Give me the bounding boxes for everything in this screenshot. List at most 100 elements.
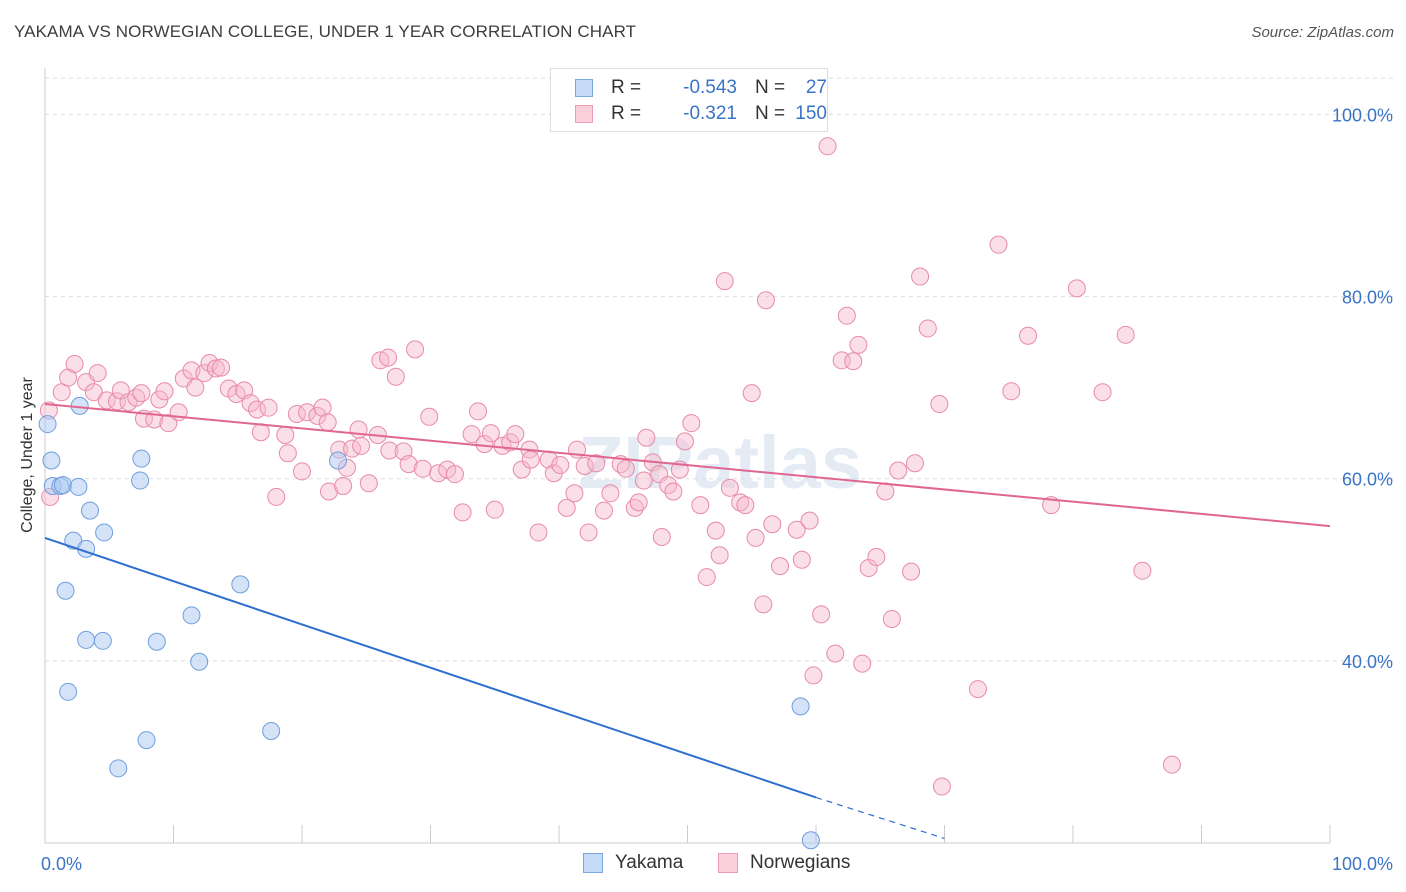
norwegians-point (133, 385, 150, 402)
yakama-point (191, 653, 208, 670)
legend-n-value: 27 (787, 77, 827, 99)
norwegians-point (187, 379, 204, 396)
norwegians-point (279, 445, 296, 462)
x-tick-label: 100.0% (1332, 854, 1393, 874)
norwegians-point (737, 497, 754, 514)
yakama-point (43, 452, 60, 469)
norwegians-point (845, 353, 862, 370)
norwegians-point (813, 606, 830, 623)
norwegians-point (764, 516, 781, 533)
norwegians-point (755, 596, 772, 613)
norwegians-point (252, 424, 269, 441)
norwegians-point (294, 463, 311, 480)
yakama-point (70, 478, 87, 495)
norwegians-point (617, 460, 634, 477)
norwegians-point (711, 547, 728, 564)
norwegians-point (66, 355, 83, 372)
norwegians-swatch-icon (575, 105, 593, 123)
norwegians-point (747, 529, 764, 546)
norwegians-point (1117, 326, 1134, 343)
norwegians-point (757, 292, 774, 309)
norwegians-point (421, 408, 438, 425)
norwegians-point (969, 681, 986, 698)
norwegians-point (387, 368, 404, 385)
yakama-point (329, 452, 346, 469)
yakama-point (133, 450, 150, 467)
norwegians-point (698, 569, 715, 586)
legend-n-label: N = (755, 103, 785, 125)
yakama-point (78, 631, 95, 648)
y-tick-label: 60.0% (1342, 470, 1393, 490)
norwegians-point (486, 501, 503, 518)
norwegians-point (990, 236, 1007, 253)
norwegians-point (819, 138, 836, 155)
norwegians-point (1163, 756, 1180, 773)
norwegians-point (906, 455, 923, 472)
norwegians-point (1094, 384, 1111, 401)
yakama-point (110, 760, 127, 777)
norwegians-point (707, 522, 724, 539)
yakama-point (132, 472, 149, 489)
norwegians-point (890, 462, 907, 479)
correlation-legend: R = -0.543 N = 27 R = -0.321 N = 150 (550, 68, 828, 132)
legend-r-value: -0.321 (643, 103, 737, 125)
norwegians-point (630, 494, 647, 511)
norwegians-point (665, 483, 682, 500)
scatter-chart: ZIPatlas 100.0%80.0%60.0%40.0%0.0% 100.0% (0, 0, 1406, 892)
norwegians-point (850, 336, 867, 353)
y-tick-label: 80.0% (1342, 288, 1393, 308)
norwegians-point (877, 483, 894, 500)
yakama-point (54, 477, 71, 494)
norwegians-point (683, 415, 700, 432)
yakama-point (81, 502, 98, 519)
norwegians-point (933, 778, 950, 795)
norwegians-point (89, 365, 106, 382)
norwegians-point (883, 610, 900, 627)
legend-n-value: 150 (787, 103, 827, 125)
legend-r-label: R = (611, 103, 641, 125)
norwegians-point (676, 433, 693, 450)
norwegians-point (912, 268, 929, 285)
norwegians-point (380, 349, 397, 366)
norwegians-point (854, 655, 871, 672)
norwegians-point (530, 524, 547, 541)
yakama-point (39, 416, 56, 433)
norwegians-point (743, 385, 760, 402)
yakama-point (232, 576, 249, 593)
norwegians-point (414, 460, 431, 477)
norwegians-point (805, 667, 822, 684)
norwegians-point (552, 457, 569, 474)
y-tick-label: 100.0% (1332, 105, 1393, 125)
norwegians-point (580, 524, 597, 541)
yakama-swatch-icon (575, 79, 593, 97)
norwegians-point (335, 478, 352, 495)
norwegians-point (319, 414, 336, 431)
norwegians-point (522, 451, 539, 468)
norwegians-point (470, 403, 487, 420)
norwegians-point (827, 645, 844, 662)
norwegians-point (454, 504, 471, 521)
norwegians-point (260, 399, 277, 416)
y-tick-label: 40.0% (1342, 652, 1393, 672)
norwegians-point (801, 512, 818, 529)
yakama-point (148, 633, 165, 650)
yakama-point (802, 832, 819, 849)
norwegians-point (721, 479, 738, 496)
norwegians-point (1134, 562, 1151, 579)
norwegians-point (268, 488, 285, 505)
norwegians-point (566, 485, 583, 502)
norwegians-point (1003, 383, 1020, 400)
norwegians-point (716, 273, 733, 290)
norwegians-point (446, 466, 463, 483)
yakama-swatch-icon (583, 853, 603, 873)
norwegians-point (602, 485, 619, 502)
norwegians-point (1068, 280, 1085, 297)
yakama-point (183, 607, 200, 624)
norwegians-point (772, 558, 789, 575)
norwegians-point (919, 320, 936, 337)
norwegians-point (692, 497, 709, 514)
yakama-point (60, 683, 77, 700)
norwegians-point (595, 502, 612, 519)
yakama-point (96, 524, 113, 541)
norwegians-point (838, 307, 855, 324)
